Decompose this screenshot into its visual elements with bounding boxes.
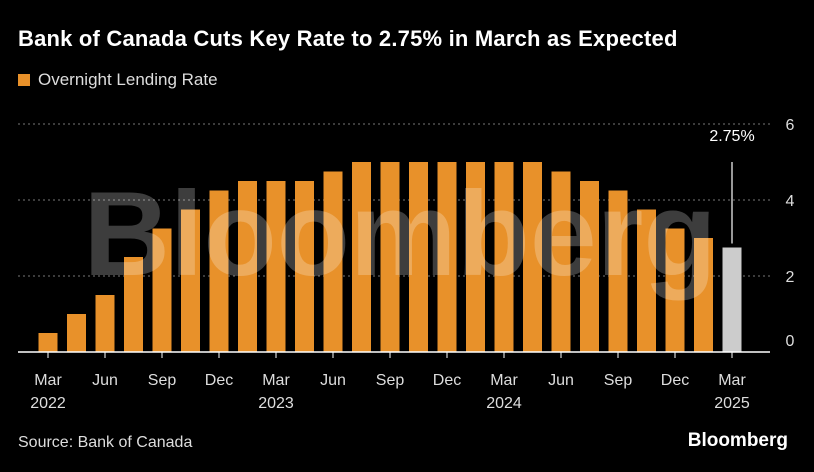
y-tick-label: 2 xyxy=(786,269,795,286)
bar xyxy=(38,333,58,352)
bar xyxy=(295,181,314,352)
x-tick-month: Sep xyxy=(148,372,177,389)
bar xyxy=(181,209,200,352)
bar xyxy=(95,295,115,352)
watermark: Bloomberg xyxy=(83,167,716,301)
bar xyxy=(665,228,685,352)
x-tick-month: Sep xyxy=(604,372,633,389)
bar xyxy=(437,162,457,352)
bar xyxy=(323,171,343,352)
bar xyxy=(67,314,86,352)
legend-label: Overnight Lending Rate xyxy=(38,70,218,89)
axis-layer: 0 2 4 6 Mar 2022 Jun Sep Dec Mar 2023 Jun Sep Dec Mar 2… xyxy=(18,117,795,412)
annotation-layer: 2.75% xyxy=(709,128,755,244)
bar xyxy=(209,190,229,352)
bar xyxy=(523,162,542,352)
bar xyxy=(494,162,514,352)
x-tick-month: Mar xyxy=(490,372,518,389)
x-tick-month: Sep xyxy=(376,372,405,389)
bar xyxy=(352,162,371,352)
x-tick-month: Dec xyxy=(661,372,689,389)
x-tick-month: Mar xyxy=(262,372,290,389)
x-tick-year: 2023 xyxy=(258,395,294,412)
bar xyxy=(466,162,485,352)
source-note: Source: Bank of Canada xyxy=(18,434,193,451)
bar-layer xyxy=(38,162,742,352)
brand-logo: Bloomberg xyxy=(687,430,788,451)
x-tick-year: 2025 xyxy=(714,395,750,412)
x-tick-month: Mar xyxy=(718,372,746,389)
x-tick-month: Mar xyxy=(34,372,62,389)
x-tick-month: Jun xyxy=(320,372,346,389)
bar xyxy=(380,162,400,352)
bar xyxy=(722,247,742,352)
annotation-label: 2.75% xyxy=(709,128,754,145)
x-tick-month: Dec xyxy=(433,372,461,389)
bar xyxy=(238,181,257,352)
bar xyxy=(409,162,428,352)
x-tick-year: 2022 xyxy=(30,395,66,412)
chart-title: Bank of Canada Cuts Key Rate to 2.75% in… xyxy=(18,26,678,51)
bar xyxy=(580,181,599,352)
bar xyxy=(152,228,172,352)
y-tick-label: 6 xyxy=(786,117,795,134)
legend: Overnight Lending Rate xyxy=(18,70,218,90)
y-tick-label: 4 xyxy=(786,193,795,210)
x-tick-year: 2024 xyxy=(486,395,522,412)
x-tick-month: Jun xyxy=(92,372,118,389)
x-tick-month: Jun xyxy=(548,372,574,389)
legend-swatch xyxy=(18,74,30,86)
bar xyxy=(637,209,656,352)
bar xyxy=(694,238,713,352)
y-tick-label: 0 xyxy=(786,333,795,350)
bar xyxy=(608,190,628,352)
bar xyxy=(551,171,571,352)
bar xyxy=(266,181,286,352)
x-tick-month: Dec xyxy=(205,372,233,389)
bar xyxy=(124,257,143,352)
